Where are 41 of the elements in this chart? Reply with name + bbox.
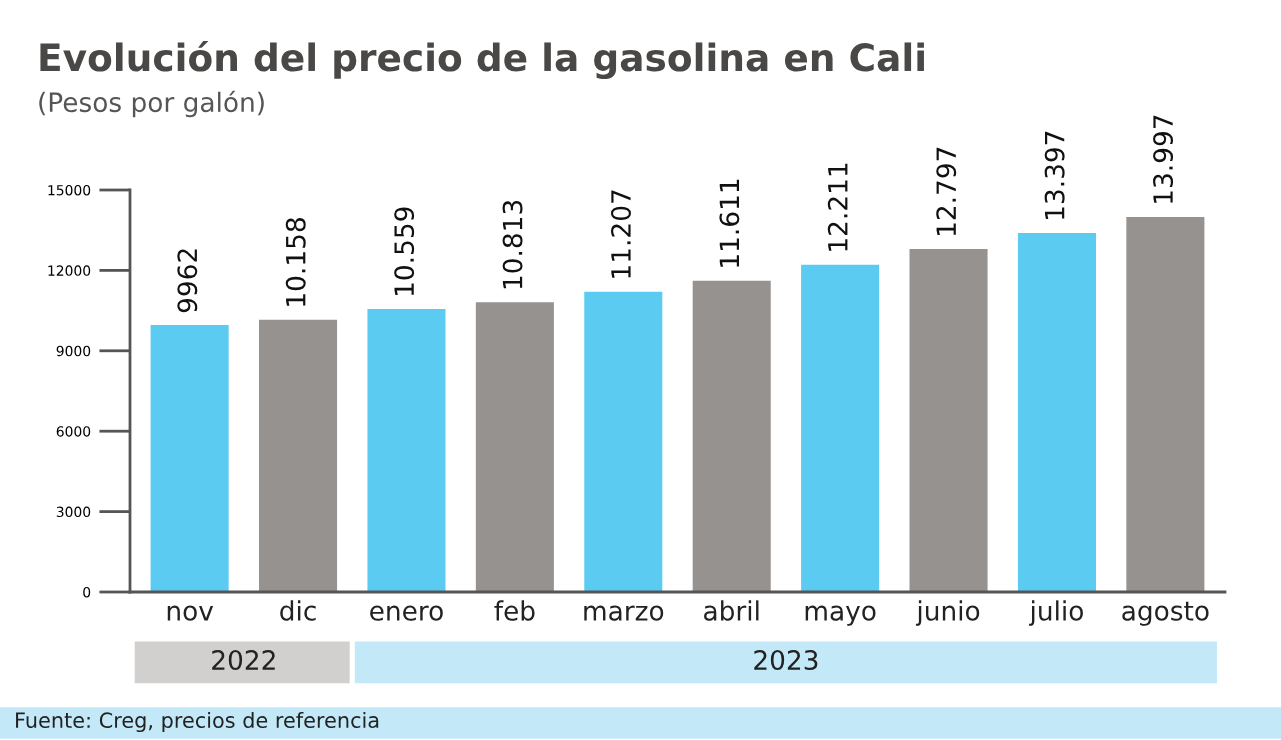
bar bbox=[475, 302, 554, 592]
bar bbox=[259, 319, 338, 592]
bar bbox=[909, 249, 988, 592]
y-tick-label: 6000 bbox=[56, 426, 91, 437]
bar bbox=[801, 264, 880, 592]
text: 2022 bbox=[212, 650, 275, 671]
text: 2023 bbox=[754, 650, 818, 671]
y-tick-label: 12000 bbox=[48, 265, 91, 276]
source-note: Fuente: Creg, precios de referencia bbox=[16, 711, 379, 733]
data-label: 10.813 bbox=[502, 200, 523, 289]
x-tick-label: dic bbox=[280, 600, 316, 621]
chart-title: Evolución del precio de la gasolina en Cali bbox=[40, 40, 924, 80]
bar bbox=[1017, 232, 1096, 592]
data-label: 13.997 bbox=[1153, 115, 1174, 203]
data-label: 10.559 bbox=[394, 207, 415, 296]
data-label: 11.611 bbox=[719, 179, 740, 267]
data-label: 11.207 bbox=[610, 190, 631, 278]
y-tick-label: 0 bbox=[83, 586, 91, 598]
bar bbox=[1126, 216, 1205, 592]
data-label: 12.797 bbox=[936, 147, 957, 236]
x-tick-label: nov bbox=[167, 605, 214, 621]
bar bbox=[150, 325, 229, 592]
chart-subtitle: (Pesos por galón) bbox=[39, 90, 264, 118]
x-tick-label: marzo bbox=[584, 605, 664, 621]
data-label: 13.397 bbox=[1044, 131, 1065, 219]
x-tick-label: feb bbox=[494, 600, 535, 621]
data-label: 10.158 bbox=[285, 218, 306, 306]
data-label: 12.211 bbox=[827, 163, 848, 251]
bar bbox=[367, 309, 446, 592]
bar bbox=[692, 280, 771, 592]
y-tick-label: 3000 bbox=[56, 506, 91, 518]
y-tick-label: 15000 bbox=[48, 184, 91, 196]
x-tick-label: agosto bbox=[1122, 601, 1209, 626]
x-tick-label: enero bbox=[370, 605, 443, 621]
y-tick-label: 9000 bbox=[56, 345, 91, 357]
x-tick-label: abril bbox=[704, 600, 759, 621]
bar bbox=[584, 291, 663, 592]
x-tick-label: junio bbox=[915, 600, 980, 626]
data-label: 9962 bbox=[177, 249, 198, 313]
x-tick-label: mayo bbox=[805, 605, 876, 626]
x-tick-label: julio bbox=[1029, 600, 1083, 626]
